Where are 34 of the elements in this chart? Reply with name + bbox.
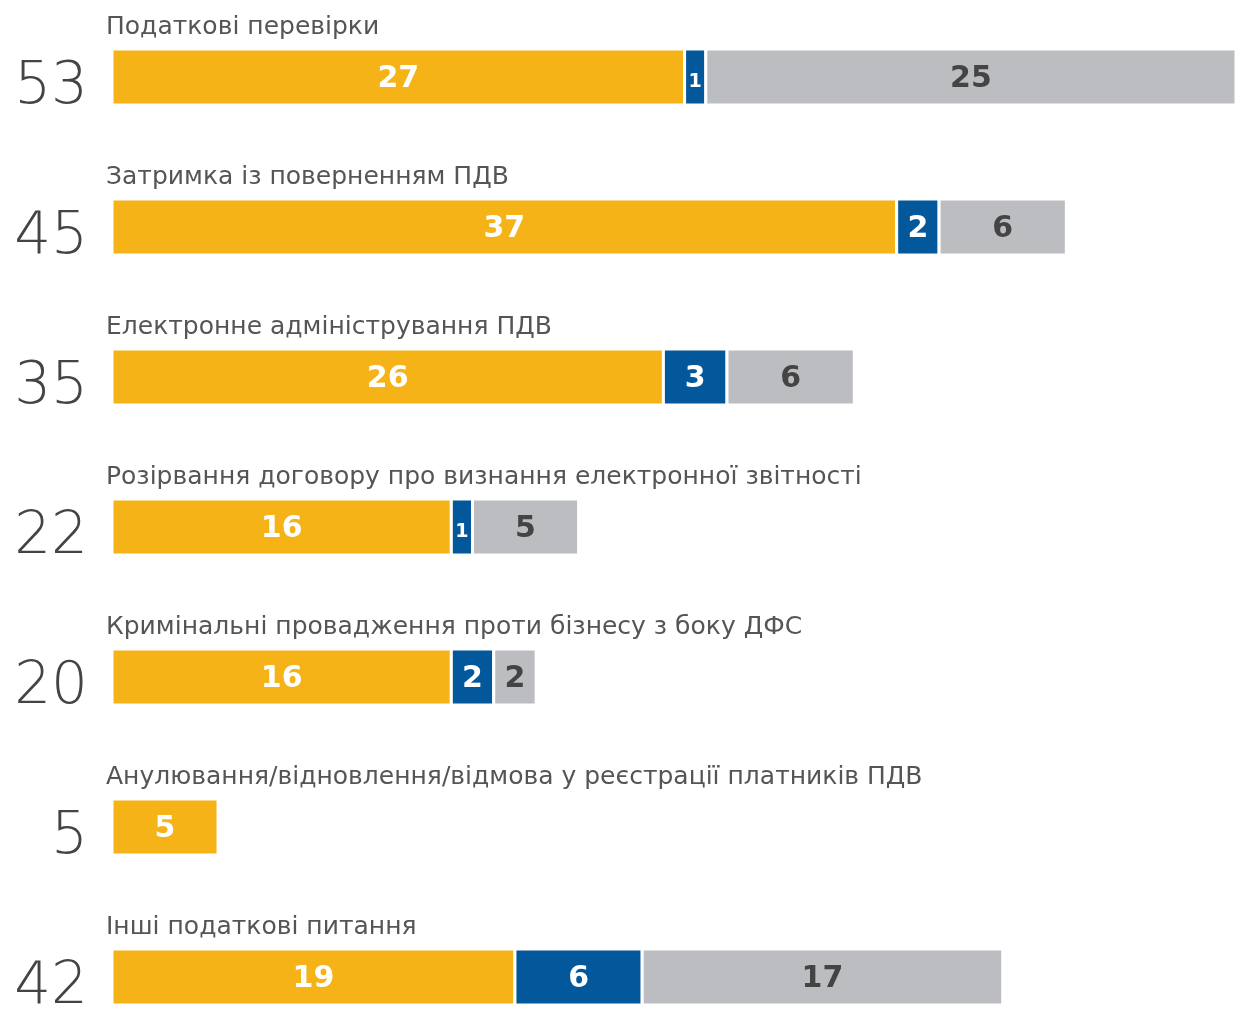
y-tick-label: Кримінальні провадження проти бізнесу з боку ДФС	[106, 611, 803, 640]
data-label: 16	[260, 659, 303, 694]
data-label: 26	[366, 359, 409, 394]
y-tick-label: Розірвання договору про визнання електронної звітності	[106, 461, 862, 490]
data-label: 16	[260, 509, 303, 544]
total-label: 42	[14, 949, 88, 1017]
total-label: 53	[14, 49, 88, 117]
y-tick-label: Анулювання/відновлення/відмова у реєстрації платників ПДВ	[106, 761, 923, 790]
total-label: 45	[14, 199, 88, 267]
data-label: 37	[483, 209, 526, 244]
data-label: 25	[950, 59, 992, 94]
data-label: 1	[688, 69, 702, 91]
data-label: 3	[684, 359, 706, 394]
y-tick-label: Електронне адміністрування ПДВ	[106, 311, 552, 340]
bar	[110, 797, 220, 857]
data-label: 6	[780, 359, 802, 394]
total-label: 20	[14, 649, 88, 717]
total-label: 22	[14, 499, 88, 567]
data-label: 27	[377, 59, 420, 94]
y-tick-label: Податкові перевірки	[106, 11, 380, 40]
data-label: 5	[515, 509, 536, 544]
data-label: 19	[292, 959, 335, 994]
data-label: 1	[455, 519, 469, 541]
data-label: 6	[992, 209, 1014, 244]
data-label: 2	[504, 659, 526, 694]
data-label: 17	[801, 959, 844, 994]
total-label: 35	[14, 349, 88, 417]
data-label: 6	[568, 959, 589, 994]
total-label: 5	[51, 799, 88, 867]
data-label: 2	[462, 659, 483, 694]
y-tick-label: Інші податкові питання	[106, 911, 417, 940]
data-label: 2	[907, 209, 929, 244]
y-tick-label: Затримка із поверненням ПДВ	[106, 161, 509, 190]
data-label: 5	[154, 809, 176, 844]
